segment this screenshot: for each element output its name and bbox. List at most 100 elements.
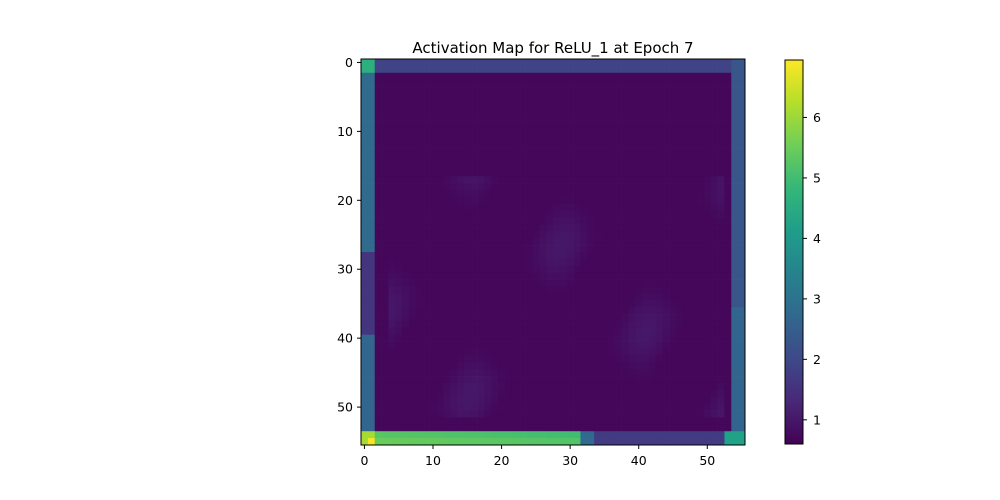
heatmap-cell: [539, 127, 547, 136]
heatmap-cell: [518, 196, 526, 205]
heatmap-cell: [662, 107, 670, 115]
heatmap-cell: [436, 369, 444, 377]
heatmap-cell: [546, 134, 554, 143]
heatmap-cell: [505, 307, 513, 315]
heatmap-cell: [587, 162, 595, 170]
heatmap-cell: [367, 272, 376, 280]
heatmap-cell: [491, 424, 499, 432]
heatmap-cell: [422, 141, 430, 149]
heatmap-cell: [601, 155, 609, 163]
heatmap-cell: [525, 224, 533, 232]
heatmap-cell: [655, 272, 664, 280]
heatmap-cell: [683, 86, 691, 94]
heatmap-cell: [443, 238, 451, 246]
heatmap-cell: [614, 300, 622, 308]
heatmap-cell: [498, 210, 506, 218]
heatmap-cell: [505, 121, 513, 129]
heatmap-cell: [566, 176, 574, 184]
heatmap-cell: [470, 86, 478, 94]
heatmap-cell: [409, 210, 417, 218]
heatmap-cell: [511, 258, 520, 267]
heatmap-cell: [635, 341, 643, 349]
heatmap-cell: [662, 417, 670, 425]
heatmap-cell: [518, 300, 526, 308]
heatmap-cell: [409, 189, 417, 198]
heatmap-cell: [649, 382, 657, 391]
heatmap-cell: [374, 334, 382, 342]
heatmap-cell: [594, 258, 602, 267]
heatmap-cell: [539, 252, 547, 260]
heatmap-cell: [649, 417, 657, 425]
heatmap-cell: [662, 272, 670, 280]
heatmap-cell: [443, 203, 451, 211]
heatmap-cell: [450, 320, 458, 329]
heatmap-cell: [402, 79, 410, 87]
heatmap-cell: [463, 355, 472, 363]
heatmap-cell: [601, 396, 609, 404]
heatmap-cell: [655, 148, 664, 156]
heatmap-cell: [703, 272, 712, 280]
heatmap-cell: [505, 169, 513, 177]
heatmap-cell: [697, 155, 705, 163]
heatmap-cell: [553, 438, 561, 446]
heatmap-cell: [518, 410, 526, 418]
heatmap-cell: [539, 279, 547, 287]
heatmap-cell: [532, 176, 540, 184]
heatmap-cell: [402, 265, 410, 274]
heatmap-cell: [594, 279, 602, 287]
heatmap-cell: [381, 327, 389, 336]
heatmap-cell: [573, 86, 581, 94]
heatmap-cell: [580, 79, 588, 87]
heatmap-cell: [553, 348, 561, 356]
heatmap-cell: [717, 431, 725, 439]
heatmap-cell: [367, 203, 376, 211]
heatmap-cell: [477, 252, 485, 260]
heatmap-cell: [669, 121, 677, 129]
heatmap-cell: [559, 389, 568, 398]
heatmap-cell: [381, 203, 389, 211]
heatmap-cell: [676, 265, 684, 274]
heatmap-cell: [669, 396, 677, 404]
heatmap-cell: [429, 286, 437, 294]
heatmap-cell: [703, 203, 712, 211]
heatmap-cell: [361, 410, 369, 418]
heatmap-cell: [402, 100, 410, 108]
heatmap-cell: [505, 134, 513, 143]
heatmap-cell: [717, 210, 725, 218]
heatmap-cell: [614, 293, 622, 301]
heatmap-cell: [505, 376, 513, 384]
heatmap-cell: [724, 431, 732, 439]
heatmap-cell: [477, 389, 485, 398]
heatmap-cell: [566, 93, 574, 101]
heatmap-cell: [635, 86, 643, 94]
heatmap-cell: [374, 252, 382, 260]
heatmap-cell: [676, 162, 684, 170]
heatmap-cell: [491, 258, 499, 267]
heatmap-cell: [539, 176, 547, 184]
heatmap-cell: [388, 196, 396, 205]
heatmap-cell: [409, 341, 417, 349]
heatmap-cell: [559, 265, 568, 274]
heatmap-cell: [463, 438, 472, 446]
heatmap-cell: [477, 93, 485, 101]
heatmap-cell: [484, 100, 492, 108]
heatmap-cell: [703, 286, 712, 294]
heatmap-cell: [566, 134, 574, 143]
heatmap-cell: [532, 431, 540, 439]
heatmap-cell: [409, 252, 417, 260]
heatmap-cell: [587, 217, 595, 225]
heatmap-cell: [463, 410, 472, 418]
heatmap-cell: [443, 162, 451, 170]
heatmap-cell: [573, 189, 581, 198]
heatmap-cell: [463, 272, 472, 280]
heatmap-cell: [511, 376, 520, 384]
heatmap-cell: [662, 189, 670, 198]
heatmap-cell: [628, 362, 636, 370]
heatmap-cell: [566, 410, 574, 418]
heatmap-cell: [381, 286, 389, 294]
heatmap-cell: [635, 369, 643, 377]
heatmap-cell: [690, 410, 698, 418]
heatmap-cell: [676, 224, 684, 232]
heatmap-cell: [690, 162, 698, 170]
heatmap-cell: [367, 141, 376, 149]
